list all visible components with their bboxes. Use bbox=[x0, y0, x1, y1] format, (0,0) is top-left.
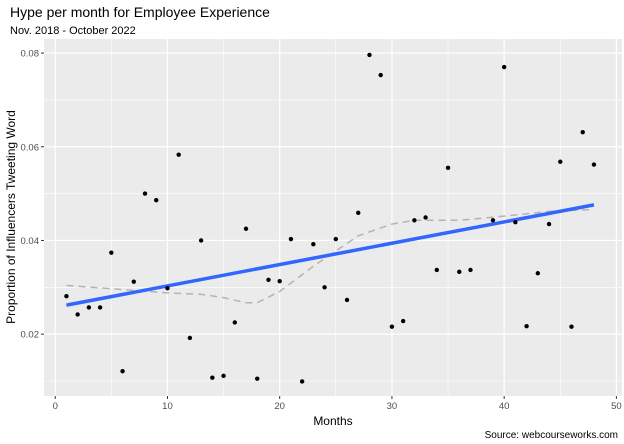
data-point bbox=[524, 323, 529, 329]
data-point bbox=[154, 197, 159, 203]
data-point bbox=[546, 221, 552, 227]
data-point bbox=[64, 294, 69, 299]
data-point bbox=[513, 219, 518, 225]
data-point bbox=[558, 159, 563, 164]
y-axis-label: Proportion of Influencers Tweeting Word bbox=[4, 110, 18, 324]
data-point bbox=[400, 318, 406, 324]
data-point bbox=[367, 52, 372, 58]
data-point bbox=[322, 285, 327, 290]
data-point bbox=[333, 236, 339, 242]
data-point bbox=[457, 269, 462, 275]
data-point bbox=[423, 215, 428, 220]
data-point bbox=[490, 218, 496, 223]
x-tick-label: 20 bbox=[274, 401, 285, 412]
data-point bbox=[176, 152, 181, 157]
data-point bbox=[501, 64, 507, 70]
data-point bbox=[86, 305, 92, 310]
data-point bbox=[299, 379, 305, 384]
linear-fit-line bbox=[66, 203, 595, 307]
data-point bbox=[311, 242, 316, 247]
x-tick-label: 10 bbox=[162, 401, 173, 412]
data-point bbox=[210, 375, 215, 380]
data-point bbox=[75, 312, 80, 317]
data-point bbox=[378, 72, 383, 78]
x-tick-label: 0 bbox=[53, 401, 58, 412]
data-point bbox=[198, 238, 204, 243]
data-point bbox=[535, 271, 541, 276]
data-point bbox=[591, 162, 597, 167]
data-point bbox=[97, 305, 103, 310]
y-tick-label: 0.06 bbox=[21, 142, 40, 153]
y-tick-label: 0.04 bbox=[21, 236, 40, 247]
data-point bbox=[221, 373, 226, 379]
data-point bbox=[243, 226, 249, 231]
source-caption: Source: webcourseworks.com bbox=[485, 430, 618, 441]
data-point bbox=[109, 250, 114, 255]
data-point bbox=[120, 368, 125, 374]
chart-subtitle: Nov. 2018 - October 2022 bbox=[10, 25, 136, 37]
y-tick-label: 0.08 bbox=[21, 49, 40, 60]
data-point bbox=[344, 297, 350, 303]
data-point bbox=[356, 210, 361, 216]
data-point bbox=[232, 320, 237, 325]
data-point bbox=[131, 279, 136, 284]
x-tick-label: 40 bbox=[499, 401, 510, 412]
x-tick-label: 50 bbox=[611, 401, 622, 412]
data-point bbox=[165, 286, 170, 291]
data-point bbox=[580, 130, 585, 135]
data-point bbox=[255, 376, 260, 381]
data-point bbox=[187, 335, 193, 341]
x-axis-label: Months bbox=[313, 414, 352, 428]
data-point bbox=[569, 324, 574, 329]
data-point bbox=[468, 267, 473, 273]
chart-title: Hype per month for Employee Experience bbox=[10, 4, 270, 20]
data-point bbox=[412, 218, 417, 223]
x-tick-label: 30 bbox=[387, 401, 398, 412]
data-point bbox=[266, 277, 271, 283]
data-point bbox=[142, 191, 148, 196]
data-point bbox=[288, 236, 294, 242]
y-tick-label: 0.02 bbox=[21, 330, 40, 341]
data-point bbox=[389, 324, 395, 329]
data-point bbox=[434, 267, 440, 273]
data-point bbox=[277, 279, 282, 284]
data-point bbox=[445, 165, 451, 171]
